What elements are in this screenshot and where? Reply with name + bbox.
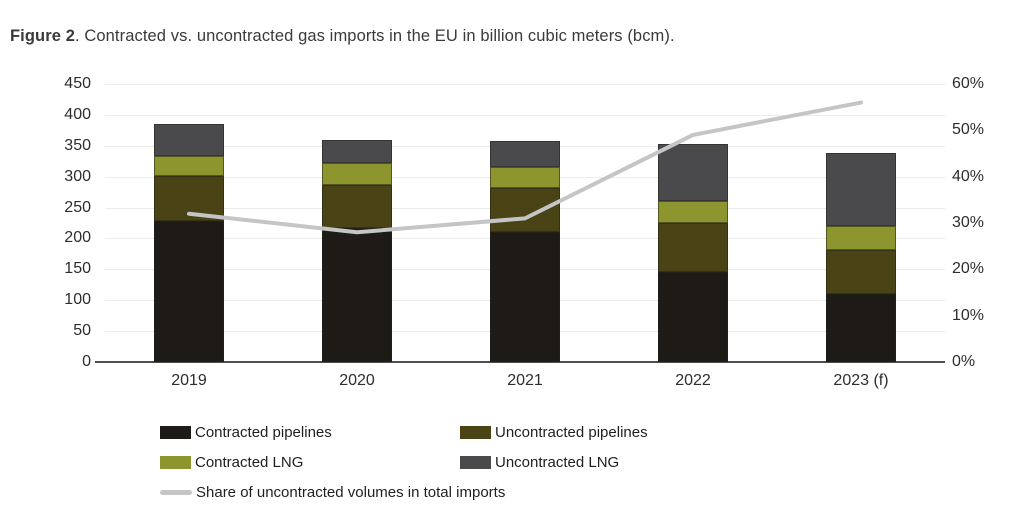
bar-segment-contracted-pipelines (322, 227, 392, 362)
legend-swatch-contracted-pipelines (160, 426, 191, 439)
bar-segment-uncontracted-pipelines (490, 188, 560, 232)
bar-segment-uncontracted-lng (154, 124, 224, 156)
legend-label-contracted-pipelines: Contracted pipelines (195, 424, 332, 441)
legend-item-contracted-pipelines: Contracted pipelines (160, 424, 332, 441)
bar-segment-contracted-lng (322, 163, 392, 185)
y-axis-tick-label-left: 200 (64, 229, 91, 247)
legend-line-swatch-share-line (160, 490, 192, 495)
legend-item-contracted-lng: Contracted LNG (160, 454, 303, 471)
legend-item-share-of-uncontracted-volumes: Share of uncontracted volumes in total i… (160, 484, 505, 501)
x-axis-label: 2021 (507, 372, 543, 389)
y-axis-tick-label-right: 50% (952, 121, 985, 139)
x-axis-label: 2020 (339, 372, 375, 389)
y-axis-tick-label-left: 400 (64, 105, 91, 123)
grid-line (105, 84, 945, 85)
legend-item-uncontracted-lng: Uncontracted LNG (460, 454, 619, 471)
x-axis-label: 2022 (675, 372, 711, 389)
figure-caption-text: . Contracted vs. uncontracted gas import… (74, 26, 675, 45)
bar-segment-contracted-pipelines (826, 294, 896, 362)
legend-label-uncontracted-lng: Uncontracted LNG (495, 454, 620, 471)
y-axis-tick-label-right: 20% (952, 260, 985, 278)
bar-segment-uncontracted-lng (490, 141, 560, 168)
legend-swatch-uncontracted-lng (460, 456, 491, 469)
bar-segment-uncontracted-lng (658, 143, 728, 202)
y-axis-tick-label-right: 60% (952, 75, 985, 92)
bar-segment-contracted-pipelines (490, 231, 560, 362)
bar-segment-contracted-lng (154, 155, 224, 177)
bar-segment-uncontracted-pipelines (826, 250, 896, 295)
bar-segment-contracted-lng (490, 167, 560, 189)
figure-caption-number: Figure 2 (10, 26, 75, 45)
y-axis-tick-label-right: 40% (952, 167, 985, 185)
bar-segment-uncontracted-lng (322, 139, 392, 164)
y-axis-tick-label-left: 100 (64, 291, 91, 309)
y-axis-tick-label-left: 250 (64, 198, 91, 216)
bar-segment-contracted-lng (658, 201, 728, 223)
legend-label-uncontracted-pipelines: Uncontracted pipelines (495, 424, 648, 441)
y-axis-tick-label-right: 30% (952, 214, 985, 231)
bar-segment-uncontracted-lng (826, 153, 896, 227)
grid-line (105, 114, 945, 116)
x-axis-line (95, 361, 945, 363)
y-axis-tick-label-right: 10% (952, 306, 985, 324)
legend-label-contracted-lng: Contracted LNG (195, 454, 304, 471)
bar-segment-uncontracted-pipelines (322, 184, 392, 228)
legend-label-share-of-uncontracted-volumes: Share of uncontracted volumes in total i… (196, 484, 506, 501)
x-axis-label: 2019 (171, 372, 207, 389)
y-axis-tick-label-right: 0% (952, 353, 976, 370)
legend-swatch-contracted-lng (160, 456, 191, 469)
bar-segment-contracted-pipelines (658, 272, 728, 362)
y-axis-tick-label-left: 150 (64, 260, 91, 278)
figure-caption: Figure 2. Contracted vs. uncontracted ga… (10, 27, 675, 46)
bar-segment-uncontracted-pipelines (658, 223, 728, 273)
bar-segment-contracted-lng (826, 226, 896, 251)
y-axis-tick-label-left: 350 (64, 136, 91, 154)
x-axis-label: 2023 (f) (833, 372, 889, 389)
bar-segment-uncontracted-pipelines (154, 176, 224, 222)
y-axis-tick-label-left: 300 (64, 167, 91, 185)
y-axis-tick-label-left: 50 (73, 322, 91, 340)
y-axis-tick-label-left: 0 (82, 353, 91, 370)
legend-item-uncontracted-pipelines: Uncontracted pipelines (460, 424, 648, 441)
bar-segment-contracted-pipelines (154, 221, 224, 362)
legend-swatch-uncontracted-pipelines (460, 426, 491, 439)
y-axis-tick-label-left: 450 (64, 75, 91, 92)
